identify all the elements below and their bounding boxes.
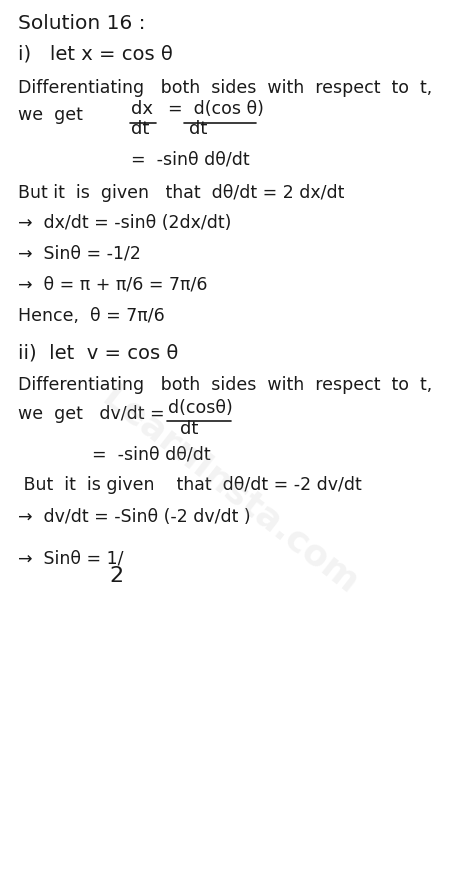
Text: dt: dt bbox=[189, 120, 207, 137]
Text: Differentiating   both  sides  with  respect  to  t,: Differentiating both sides with respect … bbox=[18, 78, 433, 96]
Text: →  Sinθ = 1/: → Sinθ = 1/ bbox=[18, 549, 124, 567]
Text: Solution 16 :: Solution 16 : bbox=[18, 13, 146, 32]
Text: i)   let x = cos θ: i) let x = cos θ bbox=[18, 45, 173, 63]
Text: But  it  is given    that  dθ/dt = -2 dv/dt: But it is given that dθ/dt = -2 dv/dt bbox=[18, 475, 362, 493]
Text: →  dx/dt = -sinθ (2dx/dt): → dx/dt = -sinθ (2dx/dt) bbox=[18, 214, 232, 232]
Text: But it  is  given   that  dθ/dt = 2 dx/dt: But it is given that dθ/dt = 2 dx/dt bbox=[18, 184, 345, 202]
Text: 2: 2 bbox=[110, 566, 124, 585]
Text: =  -sinθ dθ/dt: = -sinθ dθ/dt bbox=[131, 150, 250, 168]
Text: Hence,  θ = 7π/6: Hence, θ = 7π/6 bbox=[18, 307, 165, 325]
Text: we  get: we get bbox=[18, 105, 83, 123]
Text: →  θ = π + π/6 = 7π/6: → θ = π + π/6 = 7π/6 bbox=[18, 275, 208, 293]
Text: ii)  let  v = cos θ: ii) let v = cos θ bbox=[18, 343, 179, 362]
Text: LearnInsta.com: LearnInsta.com bbox=[96, 380, 365, 601]
Text: dx: dx bbox=[131, 100, 154, 118]
Text: Differentiating   both  sides  with  respect  to  t,: Differentiating both sides with respect … bbox=[18, 376, 433, 393]
Text: d(cosθ): d(cosθ) bbox=[168, 399, 233, 417]
Text: dt: dt bbox=[131, 120, 150, 137]
Text: →  dv/dt = -Sinθ (-2 dv/dt ): → dv/dt = -Sinθ (-2 dv/dt ) bbox=[18, 508, 251, 525]
Text: →  Sinθ = -1/2: → Sinθ = -1/2 bbox=[18, 244, 142, 262]
Text: =  -sinθ dθ/dt: = -sinθ dθ/dt bbox=[92, 445, 211, 463]
Text: =  d(cos θ): = d(cos θ) bbox=[168, 100, 264, 118]
Text: dt: dt bbox=[180, 419, 198, 437]
Text: we  get   dv/dt =: we get dv/dt = bbox=[18, 405, 165, 423]
